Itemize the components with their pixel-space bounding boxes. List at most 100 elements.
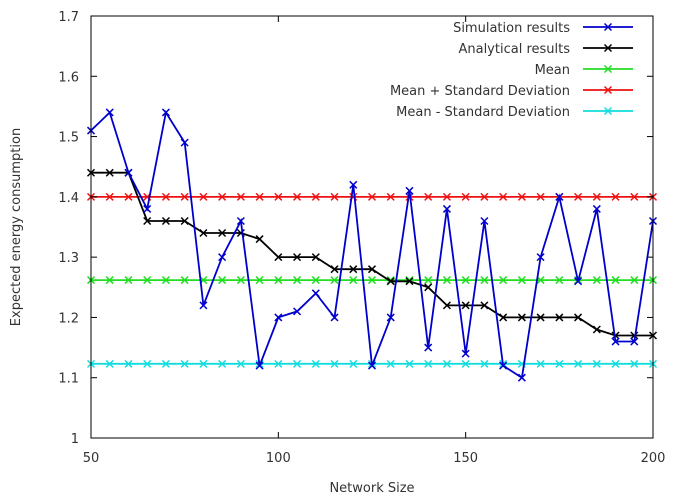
data-point — [330, 265, 339, 274]
data-point — [480, 359, 489, 368]
data-point — [161, 216, 170, 226]
y-tick-label: 1.5 — [58, 131, 79, 146]
data-point — [105, 108, 114, 117]
x-axis-label: Network Size — [329, 481, 414, 496]
data-point — [180, 138, 189, 147]
legend-label: Simulation results — [453, 21, 570, 36]
legend-label: Mean + Standard Deviation — [390, 84, 570, 99]
series-1 — [86, 168, 658, 340]
data-point — [499, 313, 508, 322]
data-point — [143, 216, 152, 226]
data-point — [255, 192, 264, 201]
legend-marker — [603, 43, 613, 53]
data-point — [293, 359, 302, 368]
data-point — [143, 276, 152, 285]
y-tick-label: 1.3 — [58, 251, 79, 266]
legend-marker — [603, 64, 613, 74]
data-point — [199, 359, 208, 368]
data-point — [555, 313, 564, 322]
data-point — [386, 276, 395, 285]
data-point — [611, 359, 620, 368]
data-point — [199, 228, 208, 238]
data-point — [405, 277, 414, 286]
data-point — [161, 192, 170, 201]
legend-item: Mean + Standard Deviation — [390, 84, 633, 99]
series-2 — [86, 276, 658, 285]
data-point — [161, 359, 170, 368]
data-point — [199, 301, 208, 310]
data-point — [274, 276, 283, 285]
data-point — [574, 359, 583, 368]
data-point — [592, 359, 601, 368]
data-point — [255, 235, 264, 244]
data-point — [293, 307, 302, 316]
data-point — [424, 192, 433, 201]
data-point — [461, 301, 470, 310]
x-tick-label: 200 — [641, 451, 666, 466]
data-point — [592, 276, 601, 285]
series-layer — [86, 108, 658, 382]
data-point — [236, 359, 245, 368]
legend-item: Mean - Standard Deviation — [396, 105, 633, 120]
data-point — [330, 313, 339, 322]
data-point — [293, 253, 302, 262]
data-point — [517, 276, 526, 285]
data-point — [311, 289, 320, 298]
data-point — [274, 192, 283, 201]
data-point — [293, 276, 302, 285]
data-point — [630, 337, 639, 346]
data-point — [218, 228, 227, 238]
data-point — [499, 192, 508, 201]
data-point — [592, 192, 601, 201]
legend-label: Analytical results — [458, 42, 570, 57]
data-point — [180, 192, 189, 201]
legend-item: Analytical results — [458, 42, 633, 57]
data-point — [311, 359, 320, 368]
y-tick-label: 1.6 — [58, 70, 79, 85]
data-point — [349, 265, 358, 274]
data-point — [143, 359, 152, 368]
data-point — [161, 276, 170, 285]
legend-marker — [603, 22, 613, 32]
data-point — [180, 276, 189, 285]
data-point — [461, 349, 470, 358]
legend-label: Mean — [535, 63, 570, 78]
data-point — [630, 276, 639, 285]
data-point — [349, 276, 358, 285]
data-point — [480, 301, 489, 310]
data-point — [630, 331, 639, 340]
data-point — [630, 359, 639, 368]
x-tick-label: 50 — [83, 451, 100, 466]
data-point — [199, 192, 208, 201]
data-point — [480, 192, 489, 201]
data-point — [461, 359, 470, 368]
data-point — [218, 253, 227, 262]
data-point — [218, 192, 227, 201]
data-point — [124, 168, 133, 177]
data-point — [442, 204, 451, 213]
data-point — [405, 359, 414, 368]
data-point — [143, 204, 152, 213]
data-point — [424, 343, 433, 352]
data-point — [236, 276, 245, 285]
data-point — [386, 313, 395, 322]
data-point — [311, 253, 320, 262]
data-point — [330, 276, 339, 285]
data-point — [274, 313, 283, 322]
data-point — [236, 216, 245, 226]
data-point — [255, 276, 264, 285]
data-point — [536, 359, 545, 368]
data-point — [255, 361, 264, 370]
data-point — [424, 359, 433, 368]
legend-marker — [603, 85, 613, 95]
data-point — [330, 359, 339, 368]
data-point — [499, 276, 508, 285]
data-point — [386, 277, 395, 286]
data-point — [555, 359, 564, 368]
data-point — [105, 276, 114, 285]
data-point — [574, 313, 583, 322]
data-point — [349, 359, 358, 368]
y-tick-label: 1.2 — [58, 311, 79, 326]
data-point — [124, 359, 133, 368]
